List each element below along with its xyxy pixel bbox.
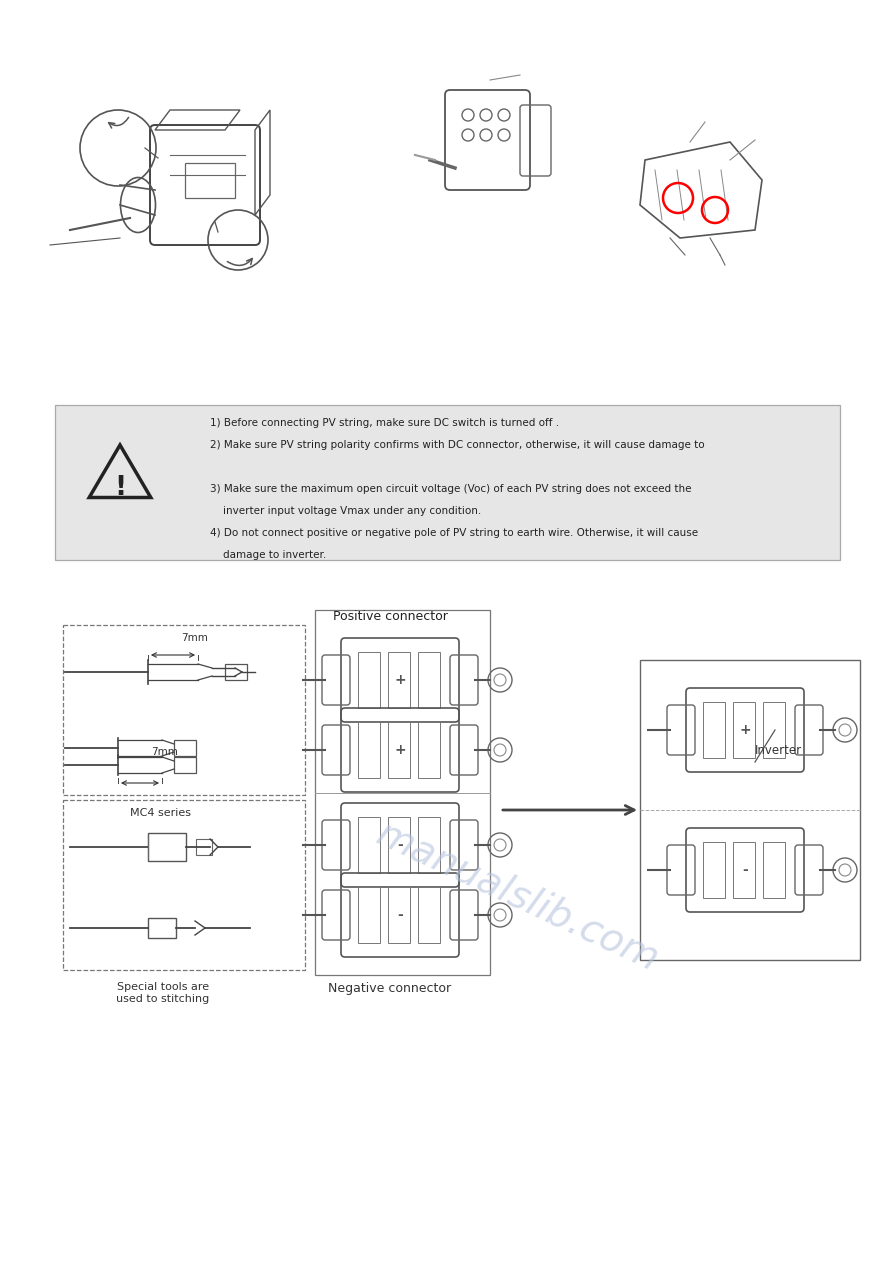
Text: -: -: [397, 908, 403, 922]
Text: +: +: [394, 743, 405, 757]
Text: MC4 series: MC4 series: [130, 808, 191, 818]
Bar: [388, 817, 410, 873]
Bar: [388, 887, 410, 943]
Text: 2) Make sure PV string polarity confirms with DC connector, otherwise, it will c: 2) Make sure PV string polarity confirms…: [210, 440, 705, 450]
Bar: [358, 652, 380, 709]
Bar: [148, 834, 186, 861]
Bar: [703, 842, 725, 898]
Bar: [174, 740, 196, 757]
Bar: [196, 839, 212, 855]
Bar: [763, 842, 785, 898]
Bar: [418, 722, 440, 778]
Text: !: !: [114, 475, 126, 501]
Bar: [703, 702, 725, 758]
Text: inverter input voltage Vmax under any condition.: inverter input voltage Vmax under any co…: [210, 506, 481, 517]
Text: +: +: [739, 722, 751, 738]
Text: Positive connector: Positive connector: [332, 610, 447, 623]
Bar: [315, 610, 490, 975]
Text: Inverter: Inverter: [755, 744, 802, 757]
Text: -: -: [742, 863, 747, 877]
Bar: [358, 722, 380, 778]
Text: manualslib.com: manualslib.com: [371, 815, 665, 979]
Bar: [418, 652, 440, 709]
Text: 1) Before connecting PV string, make sure DC switch is turned off .: 1) Before connecting PV string, make sur…: [210, 418, 559, 428]
Bar: [418, 887, 440, 943]
Bar: [148, 918, 176, 938]
Text: damage to inverter.: damage to inverter.: [210, 549, 326, 560]
Text: Special tools are
used to stitching: Special tools are used to stitching: [116, 983, 210, 1004]
Bar: [174, 757, 196, 773]
Bar: [185, 163, 235, 198]
Text: -: -: [397, 837, 403, 853]
Bar: [358, 887, 380, 943]
Bar: [358, 817, 380, 873]
Bar: [418, 817, 440, 873]
Text: 4) Do not connect positive or negative pole of PV string to earth wire. Otherwis: 4) Do not connect positive or negative p…: [210, 528, 698, 538]
Bar: [640, 661, 860, 960]
Text: Negative connector: Negative connector: [329, 983, 452, 995]
Bar: [225, 664, 247, 679]
Bar: [733, 702, 755, 758]
Bar: [388, 652, 410, 709]
Bar: [55, 405, 840, 560]
Text: 7mm: 7mm: [181, 633, 208, 643]
Text: +: +: [394, 673, 405, 687]
Bar: [63, 625, 305, 794]
Bar: [388, 722, 410, 778]
Bar: [733, 842, 755, 898]
Bar: [63, 799, 305, 970]
Bar: [763, 702, 785, 758]
Text: 7mm: 7mm: [152, 746, 179, 757]
Text: 3) Make sure the maximum open circuit voltage (Voc) of each PV string does not e: 3) Make sure the maximum open circuit vo…: [210, 484, 691, 494]
